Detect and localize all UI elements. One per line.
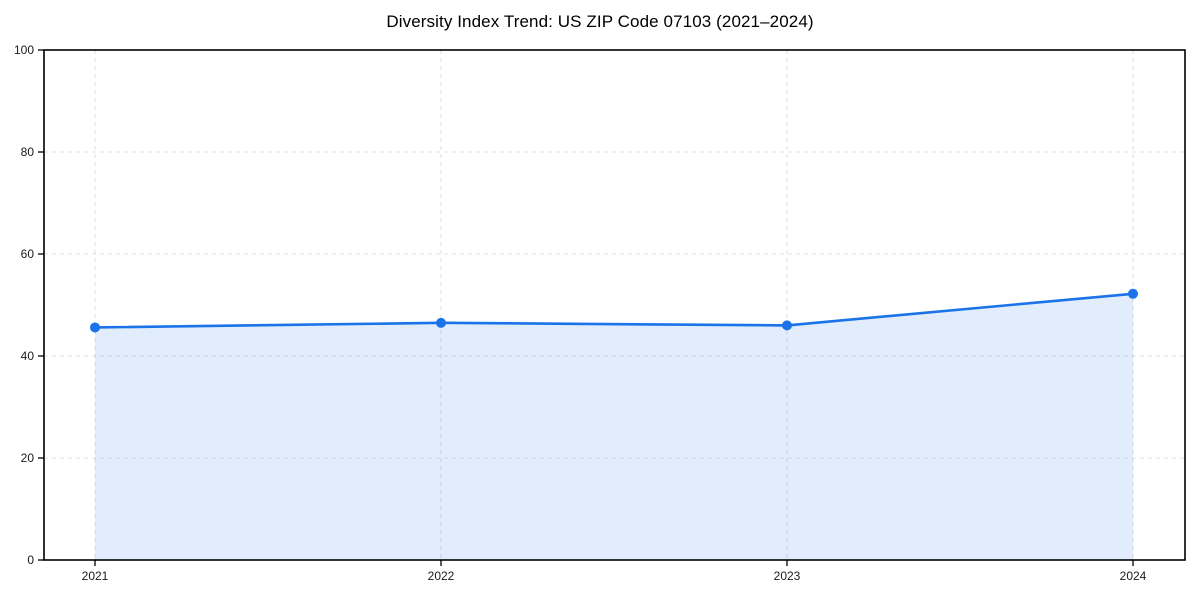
- x-tick-label: 2023: [774, 569, 801, 583]
- series-line: [93, 292, 1135, 329]
- y-tick-label: 60: [21, 247, 35, 261]
- y-tick-label: 80: [21, 145, 35, 159]
- data-point-marker: [90, 322, 100, 333]
- y-tick-label: 0: [27, 553, 34, 567]
- data-point-marker: [782, 320, 792, 331]
- data-point-marker: [436, 317, 446, 328]
- x-tick-label: 2024: [1120, 569, 1147, 583]
- y-tick-label: 100: [14, 43, 34, 57]
- x-tick-label: 2022: [428, 569, 455, 583]
- plot-frame: [43, 49, 1186, 561]
- series-area-fill: [95, 293, 1133, 560]
- y-tick-label: 20: [21, 451, 35, 465]
- y-tick-label: 40: [21, 349, 35, 363]
- data-point-marker: [1128, 288, 1138, 299]
- x-tick-label: 2021: [82, 569, 109, 583]
- chart-title: Diversity Index Trend: US ZIP Code 07103…: [386, 12, 814, 31]
